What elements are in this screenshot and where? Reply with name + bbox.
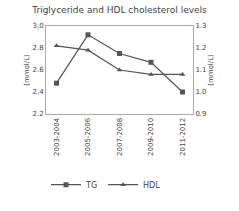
svg-text:2011-2012: 2011-2012	[179, 118, 187, 156]
svg-text:1.2: 1.2	[195, 44, 206, 52]
svg-text:2.6: 2.6	[32, 66, 44, 74]
svg-text:(mmol/L): (mmol/L)	[23, 54, 31, 86]
svg-text:0.9: 0.9	[195, 110, 206, 118]
svg-text:1.3: 1.3	[195, 22, 206, 30]
svg-text:1.0: 1.0	[195, 88, 206, 96]
svg-text:2007-2008: 2007-2008	[116, 118, 124, 156]
svg-text:TG: TG	[85, 181, 97, 190]
svg-text:2.8: 2.8	[32, 44, 43, 52]
svg-text:1.1: 1.1	[195, 66, 206, 74]
svg-text:HDL: HDL	[143, 181, 160, 190]
svg-text:2009-2010: 2009-2010	[147, 118, 155, 156]
svg-text:(mmol/L): (mmol/L)	[207, 54, 215, 86]
svg-text:2003-2004: 2003-2004	[53, 117, 61, 156]
svg-text:2.4: 2.4	[32, 88, 44, 96]
svg-text:2.2: 2.2	[32, 110, 43, 118]
svg-text:2005-2006: 2005-2006	[84, 117, 92, 156]
svg-text:Triglyceride and HDL cholester: Triglyceride and HDL cholesterol levels	[31, 5, 207, 15]
svg-text:3.0: 3.0	[32, 22, 43, 30]
